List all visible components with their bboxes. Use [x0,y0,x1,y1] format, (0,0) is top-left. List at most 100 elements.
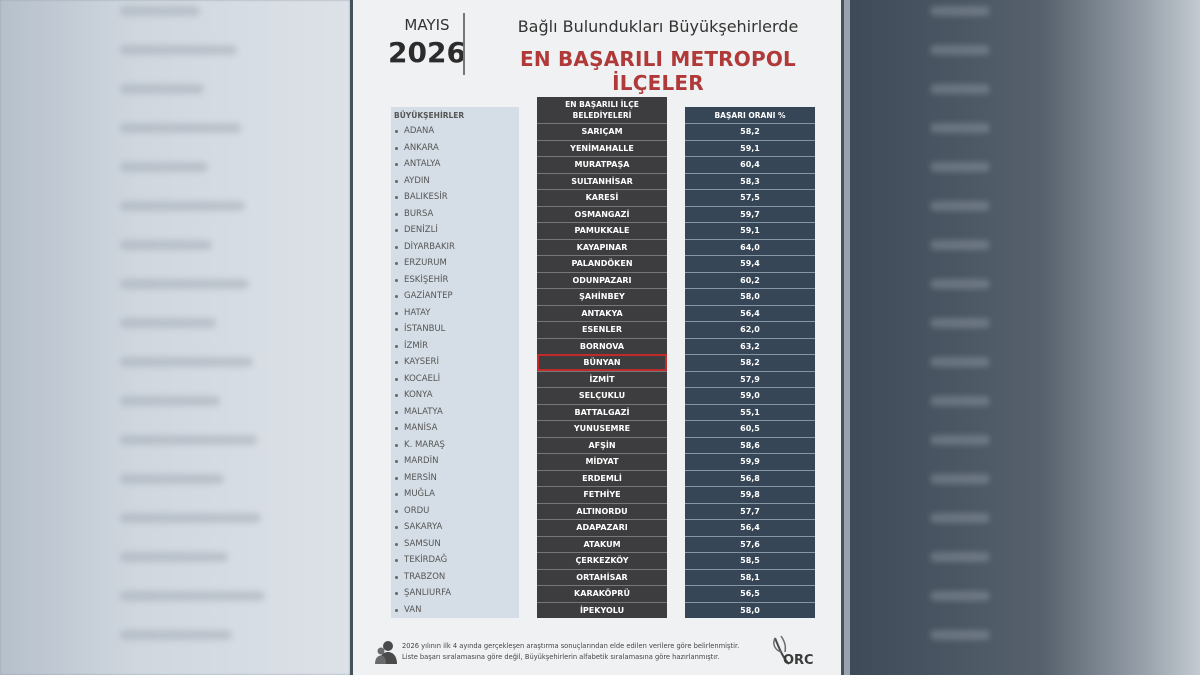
city-name: İSTANBUL [404,324,446,334]
blurred-text-ghost [120,513,261,523]
district-cell: AFŞİN [537,436,667,453]
rate-cell: 59,1 [685,139,815,156]
blurred-text-ghost [930,84,990,94]
district-cell: PALANDÖKEN [537,255,667,272]
table-row: DENİZLİ PAMUKKALE 59,1 [353,222,847,239]
city-cell: VAN [391,602,519,619]
bullet-icon [395,410,398,414]
city-name: BURSA [404,208,434,219]
city-cell: BALIKESİR [391,189,519,206]
table-row: SAMSUN ATAKUM 57,6 [353,535,847,553]
city-column-background [391,123,519,618]
bullet-icon [395,592,398,595]
city-cell: MARDİN [391,453,519,470]
city-name: SAKARYA [404,522,443,532]
bullet-icon [395,460,398,463]
blurred-text-ghost [120,318,216,328]
blurred-text-ghost [930,123,990,133]
blurred-text-ghost [120,162,208,172]
rate-cell: 60,5 [685,420,815,437]
city-name: HATAY [404,307,431,318]
district-cell: ALTINORDU [537,502,667,519]
table-row: ORDU ALTINORDU 57,7 [353,502,847,519]
bullet-icon [395,542,398,546]
rate-cell: 58,0 [685,288,815,305]
district-cell: SELÇUKLU [537,387,667,404]
blurred-background-right [850,0,1200,675]
blurred-text-ghost [930,591,990,601]
bullet-icon [395,229,398,232]
rate-cell: 58,5 [685,552,815,569]
blurred-background-left [0,0,350,675]
city-cell: AYDIN [391,173,519,190]
footer-line-2: Liste başarı sıralamasına göre değil, Bü… [402,653,720,661]
rate-cell: 64,0 [685,238,815,255]
bullet-icon [395,196,398,199]
blurred-text-ghost [120,591,265,601]
district-cell: ANTAKYA [537,304,667,321]
city-cell: SAKARYA [391,519,519,536]
city-name: KOCAELİ [404,373,441,384]
table-row: BALIKESİR KARESİ 57,5 [353,189,847,206]
district-cell: ŞAHİNBEY [537,288,667,305]
blurred-text-ghost [120,84,204,94]
blurred-text-ghost [930,279,990,289]
column-header-cities: BÜYÜKŞEHİRLER [391,107,519,123]
blurred-text-ghost [120,279,249,289]
city-cell: ŞANLIURFA [391,585,519,602]
city-cell: İZMİR [391,338,519,355]
bullet-icon [395,559,398,562]
district-cell: ATAKUM [537,535,667,552]
table-row: HATAY ANTAKYA 56,4 [353,304,847,322]
header-title: EN BAŞARILI METROPOL İLÇELER [520,47,796,95]
city-cell: HATAY [391,305,519,322]
rate-cell: 56,8 [685,469,815,486]
district-cell: SULTANHİSAR [537,172,667,189]
city-cell: KOCAELİ [391,371,519,388]
district-cell: ERDEMLİ [537,469,667,486]
city-cell: ESKİŞEHİR [391,272,519,289]
city-cell: ANTALYA [391,156,519,173]
table-row: KONYA SELÇUKLU 59,0 [353,387,847,404]
bullet-icon [395,509,398,513]
blurred-text-ghost [930,162,990,172]
table-row: MUĞLA FETHİYE 59,8 [353,486,847,503]
bullet-icon [395,377,398,381]
rate-cell: 62,0 [685,321,815,338]
bullet-icon [395,394,398,397]
city-cell: KONYA [391,387,519,404]
table-row: AYDIN SULTANHİSAR 58,3 [353,172,847,190]
bullet-icon [395,608,398,612]
city-name: DENİZLİ [404,225,438,235]
rate-cell: 59,9 [685,453,815,470]
table-row: ESKİŞEHİR ODUNPAZARI 60,2 [353,271,847,289]
city-name: SAMSUN [404,538,441,549]
bullet-icon [395,493,398,496]
bullet-icon [395,179,398,183]
city-cell: GAZİANTEP [391,288,519,305]
table-row: İSTANBUL ESENLER 62,0 [353,321,847,338]
blurred-text-ghost [120,435,257,445]
blurred-text-ghost [120,396,220,406]
table-row: MARDİN MİDYAT 59,9 [353,453,847,470]
city-cell: TRABZON [391,569,519,586]
city-name: MERSİN [404,472,437,483]
blurred-text-ghost [930,201,990,211]
district-cell: YENİMAHALLE [537,139,667,156]
blurred-text-ghost [120,630,232,640]
blurred-text-ghost [930,513,990,523]
rate-cell: 63,2 [685,337,815,354]
rate-cell: 56,4 [685,519,815,536]
blurred-text-ghost [120,6,200,16]
logo-text: ORC [783,653,814,668]
blurred-text-ghost [930,396,990,406]
district-cell: BATTALGAZİ [537,403,667,420]
city-cell: SAMSUN [391,536,519,553]
district-cell: MİDYAT [537,453,667,470]
city-cell: İSTANBUL [391,321,519,338]
city-name: TEKİRDAĞ [404,555,448,565]
rate-cell: 59,4 [685,255,815,272]
city-cell: K. MARAŞ [391,437,519,454]
rate-cell: 57,7 [685,502,815,519]
blurred-text-ghost [120,201,245,211]
